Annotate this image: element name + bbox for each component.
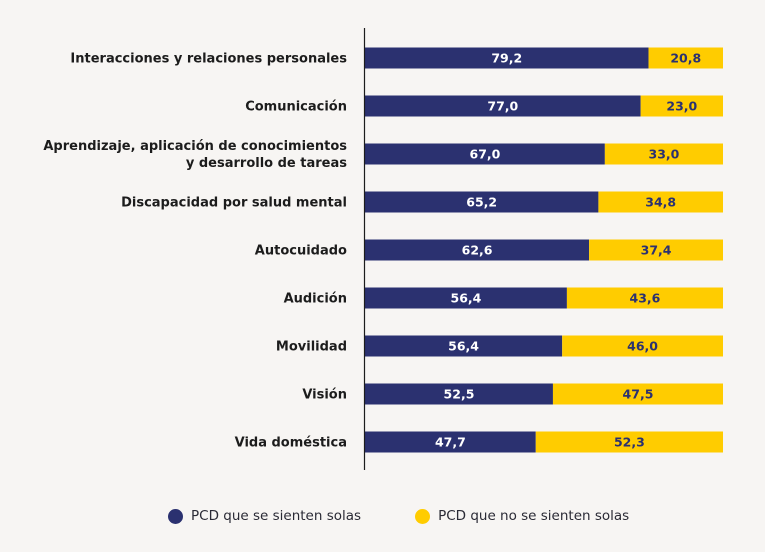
category-label: Discapacidad por salud mental [121,196,347,211]
legend-label: PCD que se sienten solas [191,508,362,524]
legend: PCD que se sienten solas PCD que no se s… [168,508,683,524]
category-label: Audición [284,292,347,307]
data-label: 77,0 [487,99,518,114]
data-label: 20,8 [670,51,701,66]
data-label: 65,2 [466,195,497,210]
legend-swatch-navy [168,508,183,524]
bar-segment-no-solas [598,191,723,213]
data-label: 47,5 [623,387,654,402]
data-label: 47,7 [435,435,466,450]
legend-item-solas: PCD que se sienten solas [168,508,361,524]
category-label: Autocuidado [255,244,347,259]
bars: 79,2 20,8 77,0 23,0 67,0 33,0 65,2 34,8 62,6 37,4… [365,47,723,453]
data-label: 37,4 [641,243,672,258]
bar-segment-solas [365,95,641,117]
data-label: 79,2 [491,51,522,66]
data-label: 56,4 [448,339,479,354]
bar-segment-no-solas [566,287,723,309]
data-label: 33,0 [649,147,680,162]
bar-segment-no-solas [589,239,723,261]
bar-segment-no-solas [640,95,723,117]
category-label: Interacciones y relaciones personales [70,52,347,67]
bar-segment-no-solas [648,47,723,69]
bar-segment-solas [365,191,599,213]
data-label: 62,6 [462,243,493,258]
data-label: 52,3 [614,435,645,450]
data-label: 23,0 [666,99,697,114]
bar-segment-solas [365,239,590,261]
bar-segment-solas [365,335,563,357]
data-label: 52,5 [444,387,475,402]
bar-segment-no-solas [562,335,723,357]
category-labels: Interacciones y relaciones personales Com… [43,52,347,451]
data-label: 34,8 [645,195,676,210]
bar-segment-no-solas [552,383,723,405]
bar-segment-no-solas [604,143,723,165]
bar-segment-solas [365,143,605,165]
bar-segment-solas [365,287,567,309]
category-label: Visión [302,388,347,403]
category-label: Comunicación [245,100,347,115]
bar-segment-solas [365,431,536,453]
data-label: 46,0 [627,339,658,354]
bar-segment-solas [365,47,649,69]
data-label: 56,4 [451,291,482,306]
bar-segment-no-solas [535,431,723,453]
category-label: Vida doméstica [235,436,347,451]
legend-swatch-yellow [415,508,431,524]
legend-item-no-solas: PCD que no se sienten solas [415,508,629,524]
data-label: 67,0 [470,147,501,162]
data-label: 43,6 [630,291,661,306]
bar-segment-solas [365,383,553,405]
category-label: Movilidad [276,340,347,355]
category-label: Aprendizaje, aplicación de conocimientos… [43,139,347,171]
legend-label: PCD que no se sienten solas [438,508,630,524]
